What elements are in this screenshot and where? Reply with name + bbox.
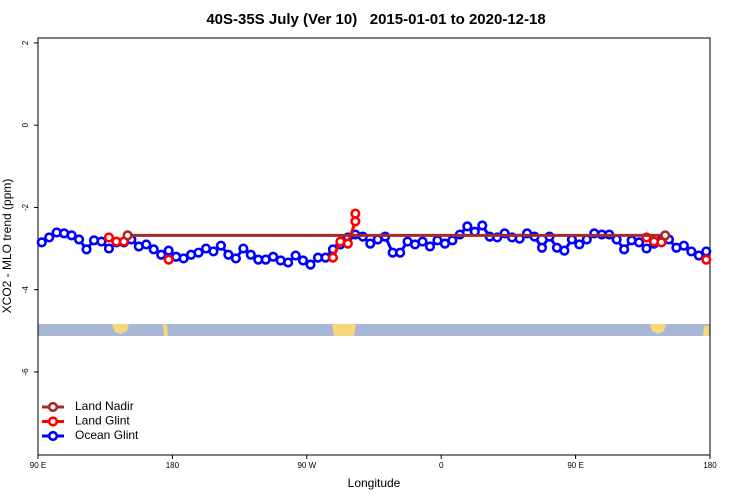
y-tick-label: 2 xyxy=(21,40,30,45)
y-axis-label: XCO2 - MLO trend (ppm) xyxy=(0,179,14,314)
data-point xyxy=(148,244,159,255)
data-point xyxy=(163,254,174,265)
data-point xyxy=(417,236,428,247)
data-point xyxy=(44,232,55,243)
data-point xyxy=(342,238,353,249)
data-point xyxy=(193,247,204,258)
x-tick-label: 0 xyxy=(439,461,444,470)
y-tick-label: -2 xyxy=(21,203,30,211)
data-point xyxy=(73,234,85,245)
y-tick-label: -4 xyxy=(21,286,30,294)
ocean-band xyxy=(38,324,710,336)
data-point xyxy=(297,255,309,266)
legend-swatch-marker xyxy=(47,416,59,427)
x-tick-label: 90 W xyxy=(297,461,316,470)
data-point xyxy=(641,243,652,254)
data-point xyxy=(350,216,361,227)
x-tick-label: 90 E xyxy=(567,461,583,470)
data-point xyxy=(96,236,107,247)
data-point xyxy=(230,253,241,264)
land-ocean-strip xyxy=(38,324,710,336)
land-patch xyxy=(650,324,666,334)
data-point xyxy=(462,221,473,232)
data-point xyxy=(686,246,697,257)
data-point xyxy=(122,230,133,241)
land-patch xyxy=(112,324,129,334)
data-point xyxy=(395,247,406,258)
land-patch xyxy=(703,326,709,336)
land-patch xyxy=(163,324,168,336)
data-point xyxy=(208,246,219,257)
data-point xyxy=(156,249,167,260)
legend-label: Land Nadir xyxy=(75,399,134,413)
data-point xyxy=(103,243,115,254)
plot-frame xyxy=(37,37,711,456)
legend-swatch-marker xyxy=(47,430,59,442)
x-tick-label: 180 xyxy=(703,461,717,470)
legend-label: Land Glint xyxy=(75,414,130,428)
data-point xyxy=(701,246,712,257)
data-point xyxy=(536,242,548,253)
data-point xyxy=(215,240,227,251)
data-point xyxy=(268,251,279,262)
land-patch xyxy=(332,324,356,336)
data-point xyxy=(305,259,316,270)
data-point xyxy=(559,245,570,256)
data-point xyxy=(660,230,671,241)
data-point xyxy=(365,238,376,249)
data-point xyxy=(66,230,77,241)
data-point xyxy=(693,250,704,261)
data-point xyxy=(163,245,174,256)
legend-label: Ocean Glint xyxy=(75,428,139,442)
data-point xyxy=(678,240,689,251)
data-point xyxy=(701,254,712,265)
data-point xyxy=(141,239,152,250)
data-point xyxy=(477,220,488,231)
data-point xyxy=(619,244,630,255)
data-point xyxy=(238,243,249,254)
data-point xyxy=(290,250,301,261)
y-tick-label: -6 xyxy=(21,368,30,376)
data-point xyxy=(81,244,92,255)
y-tick-label: 0 xyxy=(21,122,30,127)
data-point xyxy=(574,239,585,250)
x-tick-label: 90 E xyxy=(30,461,46,470)
legend-swatch-marker xyxy=(47,401,59,413)
x-tick-label: 180 xyxy=(166,461,180,470)
data-point xyxy=(283,257,294,268)
data-point xyxy=(633,237,645,248)
data-point xyxy=(327,252,339,263)
data-point xyxy=(350,208,361,219)
data-point xyxy=(424,241,436,252)
data-point xyxy=(223,249,234,260)
x-axis-label: Longitude xyxy=(348,476,401,490)
chart-title: 40S-35S July (Ver 10) 2015-01-01 to 2020… xyxy=(206,11,545,28)
data-point xyxy=(36,237,47,248)
data-point xyxy=(245,249,256,260)
data-point xyxy=(447,235,458,246)
data-point xyxy=(178,253,189,264)
data-point xyxy=(103,232,115,243)
